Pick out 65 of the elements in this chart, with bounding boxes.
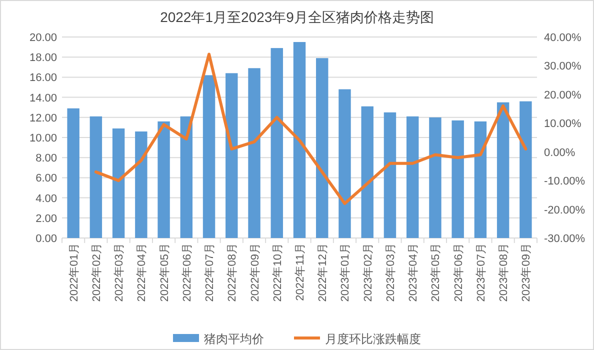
bar (158, 121, 170, 238)
x-tick-label: 2022年06月 (181, 243, 194, 302)
bar (135, 131, 148, 238)
x-tick-label: 2022年12月 (317, 243, 330, 302)
y-tick-label: 18.00 (29, 52, 57, 64)
y2-tick-label: 20.00% (544, 89, 582, 102)
y2-tick-label: -20.00% (544, 204, 586, 216)
line-series (94, 52, 528, 206)
bar (496, 102, 510, 238)
bar (316, 58, 328, 238)
legend-label: 月度环比涨跌幅度 (325, 332, 421, 346)
y2-tick-label: -30.00% (544, 233, 586, 245)
bar (361, 106, 374, 238)
bar (293, 42, 306, 238)
bar (520, 101, 532, 238)
x-tick-label: 2022年05月 (158, 243, 171, 302)
x-tick-label: 2023年03月 (384, 243, 397, 302)
y2-tick-label: 0.00% (544, 146, 576, 159)
x-tick-label: 2023年05月 (430, 243, 442, 302)
x-tick-label: 2023年02月 (362, 243, 374, 302)
bar (406, 116, 419, 238)
y-tick-label: 8.00 (36, 152, 57, 165)
x-tick-label: 2022年02月 (90, 243, 103, 302)
y-tick-label: 0.00 (36, 233, 57, 245)
bar (270, 48, 283, 238)
x-tick-label: 2023年08月 (498, 243, 510, 302)
x-tick-label: 2022年11月 (294, 243, 306, 301)
legend-label: 猪肉平均价 (204, 332, 264, 346)
y2-tick-label: 10.00% (544, 118, 582, 130)
y2-tick-label: -10.00% (544, 176, 586, 188)
bar (452, 120, 464, 238)
y-tick-label: 16.00 (29, 72, 57, 84)
y-tick-label: 2.00 (36, 212, 57, 225)
bar (226, 73, 238, 238)
bar (67, 108, 80, 238)
x-tick-label: 2022年03月 (114, 243, 126, 302)
y2-tick-label: 40.00% (544, 32, 582, 44)
bar (202, 75, 216, 238)
x-tick-label: 2022年08月 (226, 243, 239, 302)
bar (112, 128, 125, 238)
x-tick-label: 2022年10月 (272, 243, 284, 302)
y-tick-label: 6.00 (36, 172, 57, 185)
title: 2022年1月至2023年9月全区猪肉价格走势图 (160, 9, 434, 25)
x-tick-label: 2023年07月 (475, 243, 488, 302)
x-tick-label: 2022年07月 (204, 243, 216, 302)
x-tick-label: 2023年04月 (408, 243, 420, 302)
y2-tick-label: 30.00% (544, 60, 582, 73)
x-tick-label: 2023年01月 (340, 243, 352, 302)
bar (338, 89, 351, 238)
y-tick-label: 20.00 (29, 32, 57, 44)
y-tick-label: 14.00 (29, 92, 57, 104)
x-tick-label: 2023年06月 (452, 243, 465, 302)
bar (180, 116, 193, 238)
y-tick-label: 10.00 (29, 132, 57, 144)
bar (384, 112, 396, 238)
y-tick-label: 12.00 (29, 112, 57, 124)
x-tick-label: 2022年04月 (136, 243, 148, 302)
x-tick-label: 2022年09月 (249, 243, 262, 302)
x-tick-label: 2023年09月 (520, 243, 533, 302)
bar (248, 68, 260, 238)
bar (429, 117, 442, 238)
bar (90, 116, 102, 238)
x-tick-label: 2022年01月 (68, 243, 80, 302)
y-tick-label: 4.00 (36, 192, 57, 205)
bar (474, 121, 487, 238)
